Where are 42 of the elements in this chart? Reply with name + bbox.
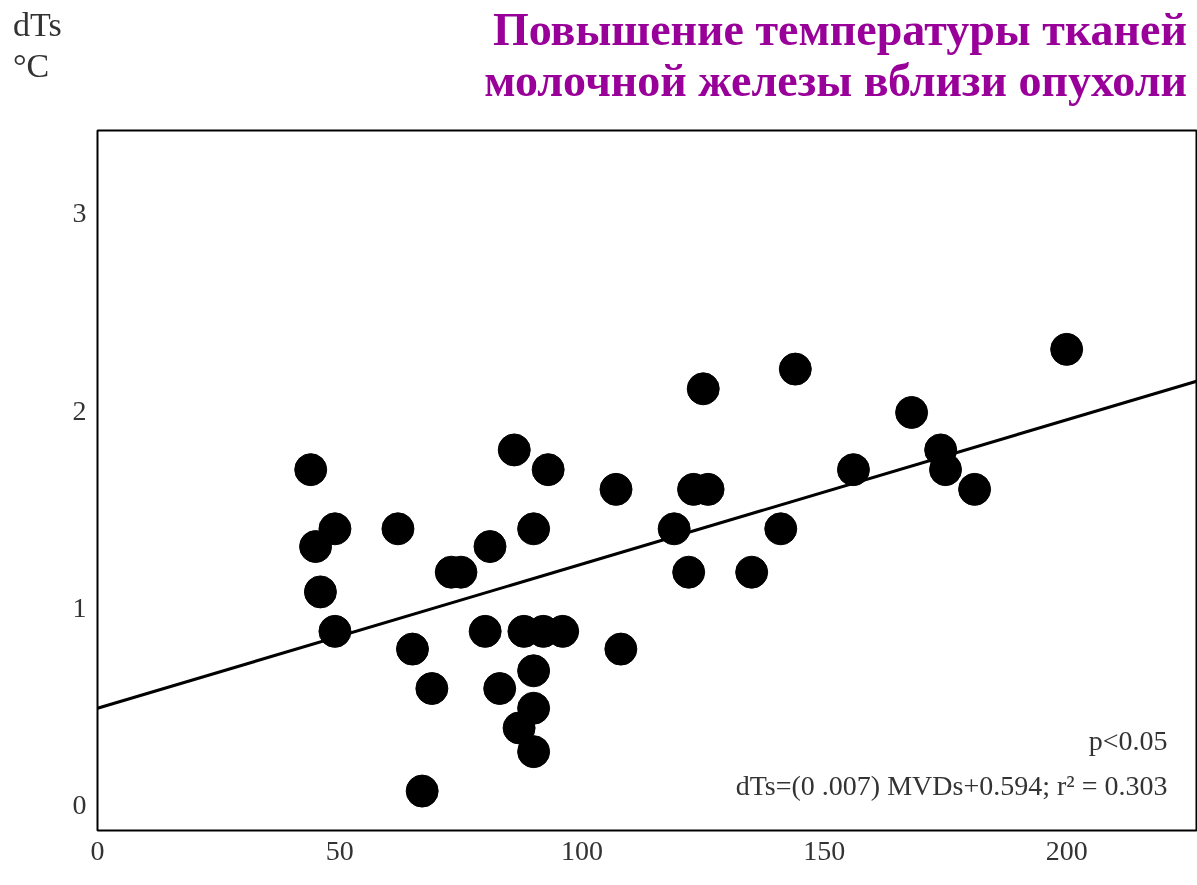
point	[1050, 332, 1084, 366]
point	[468, 614, 502, 648]
annotation: dTs=(0 .007) MVDs+0.594; r² = 0.303	[735, 770, 1168, 801]
point	[395, 632, 429, 666]
y-tick-label: 0	[72, 788, 87, 820]
point	[958, 472, 992, 506]
point	[531, 453, 565, 487]
point	[318, 614, 352, 648]
point	[778, 352, 812, 386]
point	[895, 396, 929, 429]
y-tick-label: 1	[72, 591, 87, 623]
x-tick-label: 200	[1045, 834, 1088, 866]
point	[517, 735, 551, 769]
point	[686, 372, 720, 406]
point	[381, 512, 415, 546]
point	[415, 672, 449, 705]
point	[303, 575, 337, 609]
point	[473, 530, 507, 564]
x-tick-label: 100	[561, 834, 604, 866]
point	[318, 512, 352, 546]
y-tick-label: 3	[72, 197, 87, 229]
point	[604, 632, 638, 666]
point	[599, 472, 633, 506]
point	[764, 512, 798, 546]
point	[836, 453, 870, 487]
point	[657, 512, 691, 546]
point	[517, 654, 551, 688]
point	[483, 672, 517, 705]
y-axis-title: dTs °C	[13, 5, 62, 86]
point	[672, 555, 706, 589]
chart-title: Повышение температуры тканей молочной железы вблизи опухоли	[484, 4, 1187, 107]
point	[502, 711, 536, 745]
point	[497, 433, 531, 467]
point	[735, 555, 769, 589]
x-tick-label: 50	[325, 834, 354, 866]
y-tick-label: 2	[72, 394, 87, 426]
x-tick-label: 150	[803, 834, 846, 866]
point	[929, 453, 963, 487]
annotation: p<0.05	[1088, 725, 1168, 756]
point	[517, 512, 551, 546]
point	[294, 453, 328, 487]
point	[405, 774, 439, 808]
